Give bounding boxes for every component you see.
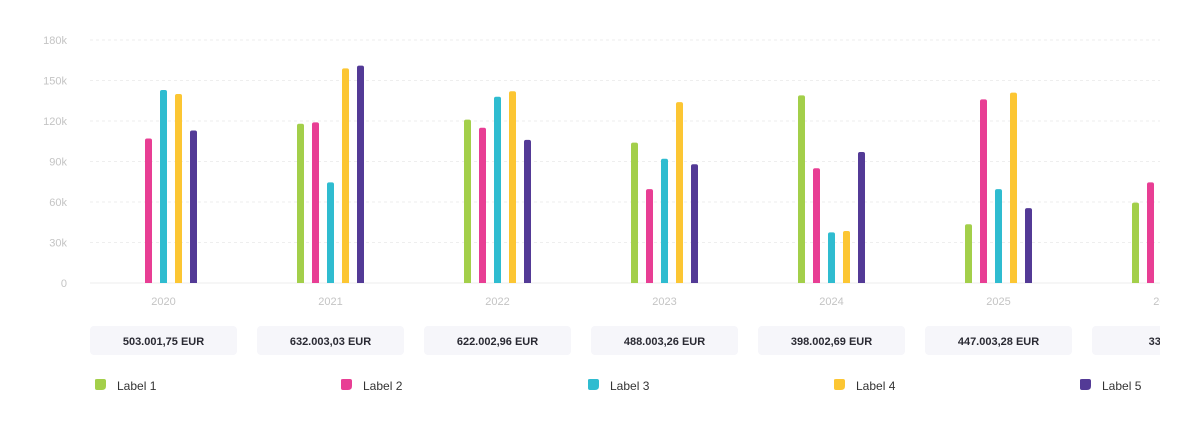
x-tick-label: 2025 [986, 296, 1010, 308]
total-box [758, 326, 905, 355]
bar[interactable] [464, 119, 471, 284]
y-tick-label: 120k [43, 116, 67, 128]
legend-swatch [95, 379, 106, 390]
legend: Label 1 Label 2 Label 3 Label 4 Label 5 [95, 379, 1142, 393]
bar[interactable] [160, 89, 167, 283]
bar[interactable] [342, 68, 349, 283]
legend-swatch [341, 379, 352, 390]
legend-label[interactable]: Label 1 [117, 379, 157, 393]
bar[interactable] [965, 224, 972, 283]
y-axis-ticks: 0 30k 60k 90k 120k 150k 180k [43, 35, 67, 290]
bar[interactable] [1132, 202, 1139, 283]
x-tick-label: 2021 [318, 296, 342, 308]
legend-swatch [834, 379, 845, 390]
legend-label[interactable]: Label 3 [610, 379, 650, 393]
y-tick-label: 60k [49, 197, 67, 209]
y-tick-label: 90k [49, 157, 67, 169]
bar[interactable] [995, 189, 1002, 283]
total-value: 398.002,69 EUR [791, 336, 872, 348]
total-box [257, 326, 404, 355]
y-tick-label: 180k [43, 35, 67, 47]
bar[interactable] [828, 232, 835, 283]
total-value: 447.003,28 EUR [958, 336, 1039, 348]
total-box [1092, 326, 1160, 355]
legend-label[interactable]: Label 2 [363, 379, 403, 393]
bar[interactable] [646, 189, 653, 283]
x-tick-label: 2023 [652, 296, 676, 308]
bar[interactable] [798, 95, 805, 283]
total-value: 339.00 [1149, 336, 1183, 348]
bar[interactable] [1010, 92, 1017, 284]
bar[interactable] [813, 168, 820, 283]
x-tick-label: 2020 [151, 296, 175, 308]
y-tick-label: 150k [43, 76, 67, 88]
total-box [90, 326, 237, 355]
bar[interactable] [980, 99, 987, 284]
legend-swatch [1080, 379, 1091, 390]
bar[interactable] [494, 96, 501, 283]
bar[interactable] [858, 152, 865, 283]
bar[interactable] [327, 182, 334, 283]
bar[interactable] [175, 94, 182, 283]
total-box [925, 326, 1072, 355]
x-tick-label: 2024 [819, 296, 843, 308]
bar[interactable] [479, 127, 486, 283]
x-tick-label: 2022 [485, 296, 509, 308]
bars [145, 65, 1154, 284]
bar[interactable] [297, 123, 304, 283]
legend-swatch [588, 379, 599, 390]
legend-label[interactable]: Label 5 [1102, 379, 1142, 393]
total-value: 622.002,96 EUR [457, 336, 538, 348]
bar[interactable] [676, 102, 683, 283]
total-box [591, 326, 738, 355]
bar[interactable] [631, 142, 638, 283]
bar[interactable] [661, 158, 668, 283]
bar[interactable] [524, 139, 531, 283]
legend-label[interactable]: Label 4 [856, 379, 896, 393]
totals-row: 503.001,75 EUR 632.003,03 EUR 622.002,96 E… [90, 326, 1183, 355]
y-tick-label: 30k [49, 238, 67, 250]
bar[interactable] [357, 65, 364, 284]
bar[interactable] [843, 231, 850, 283]
total-box [424, 326, 571, 355]
bar[interactable] [509, 91, 516, 283]
total-value: 488.003,26 EUR [624, 336, 705, 348]
bar[interactable] [1147, 182, 1154, 283]
x-tick-label: 2026 [1153, 296, 1177, 308]
x-axis-labels: 2020 2021 2022 2023 2024 2025 2026 [151, 296, 1177, 308]
bar[interactable] [691, 164, 698, 283]
bar[interactable] [1025, 208, 1032, 283]
y-tick-label: 0 [61, 278, 67, 290]
bar[interactable] [145, 138, 152, 283]
total-value: 632.003,03 EUR [290, 336, 371, 348]
bar[interactable] [312, 122, 319, 283]
total-value: 503.001,75 EUR [123, 336, 204, 348]
bar[interactable] [190, 130, 197, 283]
